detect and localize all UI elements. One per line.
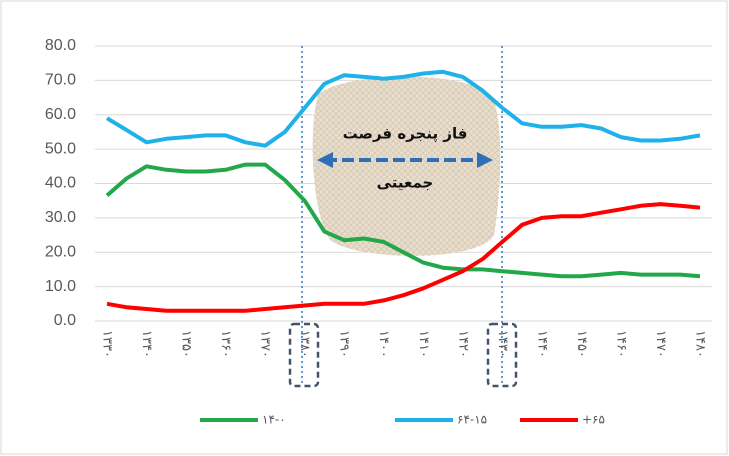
x-tick-label: ۱۳۸۰	[297, 330, 312, 358]
annotation: جمعیتی	[377, 174, 434, 192]
legend-label: ۱۴-۰	[262, 413, 286, 427]
x-tick-label: ۱۴۵۰	[574, 330, 589, 358]
y-tick-label: 0.0	[54, 312, 76, 329]
x-tick-label: ۱۳۵۰	[179, 330, 194, 358]
x-tick-label: ۱۳۴۰	[139, 330, 154, 358]
y-tick-label: 60.0	[45, 106, 76, 123]
y-tick-label: 40.0	[45, 175, 76, 192]
x-tick-label: ۱۳۷۰	[258, 330, 273, 358]
x-tick-label: ۱۴۶۰	[613, 330, 628, 358]
x-tick-label: ۱۴۴۰	[534, 330, 549, 358]
x-tick-label: ۱۴۷۰	[653, 330, 668, 358]
y-tick-label: 10.0	[45, 278, 76, 295]
x-tick-label: ۱۳۳۰	[100, 330, 115, 358]
legend-label: ۶۴-۱۵	[457, 413, 487, 427]
chart: فاز پنجره فرصت جمعیتی 0.0 10.0 20.0 30.0 40.…	[0, 0, 729, 456]
x-tick-label: ۱۴۱۰	[416, 330, 431, 358]
window-shade	[313, 77, 501, 256]
y-tick-label: 30.0	[45, 209, 76, 226]
x-tick-label: ۱۳۶۰	[218, 330, 233, 358]
x-tick-label: ۱۴۲۰	[455, 330, 470, 358]
annotation: فاز پنجره فرصت	[343, 125, 468, 144]
y-tick-label: 80.0	[45, 37, 76, 54]
y-tick-label: 70.0	[45, 72, 76, 89]
x-tick-label: ۱۴۸۰	[693, 330, 708, 358]
legend-label: +۶۵	[582, 413, 605, 427]
x-tick-label: ۱۴۰۰	[376, 330, 391, 358]
y-tick-label: 50.0	[45, 140, 76, 157]
x-tick-label: ۱۴۳۰	[495, 330, 510, 358]
x-tick-label: ۱۳۹۰	[337, 330, 352, 358]
y-tick-label: 20.0	[45, 243, 76, 260]
